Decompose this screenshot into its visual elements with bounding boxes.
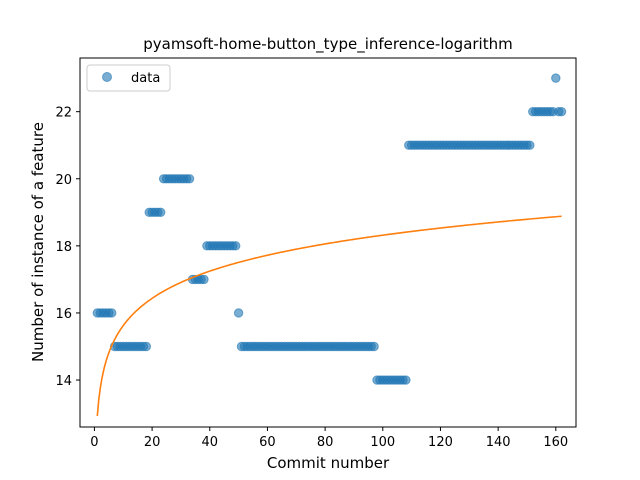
x-tick-label: 100 [370,435,395,450]
x-tick-label: 140 [486,435,511,450]
legend-marker-data [102,72,112,82]
x-tick-label: 0 [90,435,98,450]
x-tick-label: 40 [201,435,218,450]
data-point [369,341,379,352]
data-point [401,375,411,385]
data-point [107,308,117,318]
y-tick-label: 16 [55,307,72,322]
plot-frame [79,57,577,428]
data-point [525,140,535,150]
data-point [184,174,195,184]
y-axis-label: Number of instance of a feature [29,122,47,362]
data-point [556,106,567,117]
y-tick-label: 14 [55,374,72,389]
x-axis-label: Commit number [267,454,390,472]
legend-box [86,64,171,92]
fit-line [96,215,562,417]
axis-ticks: 0 20 40 60 80 100 120 140 160 14 16 18 20 22 [55,106,568,450]
x-tick-label: 160 [543,435,568,450]
data-point [199,274,209,285]
y-tick-label: 22 [55,106,72,121]
x-tick-label: 80 [317,435,334,450]
data-point [231,241,241,251]
x-tick-label: 120 [428,435,453,450]
data-point [156,207,166,218]
legend: data [86,64,171,92]
x-tick-label: 60 [259,435,276,450]
chart-title: pyamsoft-home-button_type_inference-loga… [143,35,512,54]
data-point [551,73,561,83]
y-tick-label: 20 [55,173,72,188]
x-tick-label: 20 [144,435,161,450]
data-point [141,341,152,352]
data-point [233,308,244,318]
y-tick-label: 18 [55,240,72,255]
plot-area [92,73,567,417]
legend-label-data: data [131,71,160,86]
